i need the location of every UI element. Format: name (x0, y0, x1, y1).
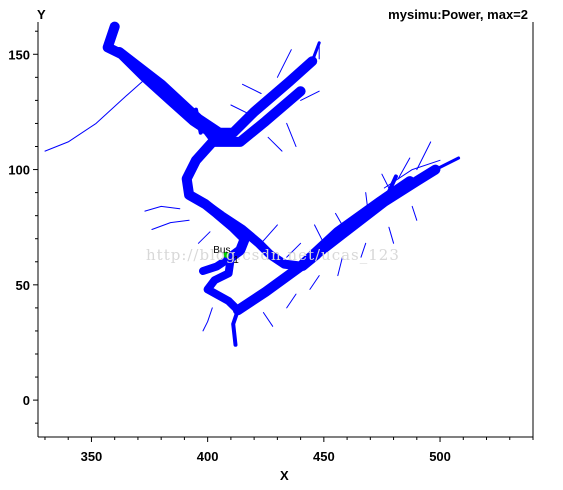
series-branch-23 (151, 219, 190, 230)
series-branch-30 (381, 173, 392, 194)
bus-label: Bus (213, 245, 230, 256)
watermark: http://blog.csdn.net/ucas_123 (146, 246, 400, 264)
series-branch-17 (276, 49, 292, 78)
series-branch-37 (388, 226, 395, 244)
series-branch-24 (197, 231, 211, 244)
series-branch-36 (360, 242, 367, 258)
series-branch-32 (416, 141, 432, 171)
series-branch-20 (286, 122, 297, 147)
series-branch-40 (202, 307, 213, 332)
series-branch-39 (262, 312, 274, 327)
bus-marker (223, 251, 230, 258)
series-branch-28 (335, 212, 346, 230)
series-branch-6 (203, 253, 242, 315)
series-branch-27 (314, 224, 325, 244)
series-branch-35 (337, 256, 343, 277)
series-branch-33 (286, 293, 297, 309)
series-branch-8 (231, 308, 240, 347)
series-branch-1 (114, 47, 318, 138)
series-branch-26 (286, 242, 302, 258)
series-branch-19 (230, 104, 250, 115)
series-branch-21 (267, 136, 283, 152)
series-branch-34 (309, 275, 320, 290)
y-tick-label: 100 (8, 163, 30, 178)
series-branch-22 (144, 205, 181, 212)
y-tick-label: 150 (8, 47, 30, 62)
x-axis-label: X (280, 468, 289, 483)
series-branch-16 (300, 90, 320, 101)
series-branch-5 (199, 253, 235, 275)
series-branch-2 (209, 86, 306, 147)
series-branch-18 (242, 83, 262, 94)
series-branch-7 (232, 164, 441, 316)
x-tick-label: 450 (313, 449, 335, 464)
bus-number-label: 1 (233, 255, 239, 266)
x-tick-label: 500 (429, 449, 451, 464)
x-tick-label: 400 (197, 449, 219, 464)
series-branch-11 (382, 174, 398, 204)
series-branch-38 (411, 205, 418, 221)
y-tick-label: 50 (16, 278, 30, 293)
chart-title: mysimu:Power, max=2 (388, 7, 528, 22)
series-branch-9 (194, 107, 203, 135)
x-tick-label: 350 (81, 449, 103, 464)
series-branch-10 (310, 41, 321, 63)
series-branch-31 (397, 157, 411, 180)
series-branch-25 (260, 224, 278, 244)
series-branch-12 (415, 156, 461, 183)
series-branch-13 (44, 76, 148, 152)
series-branch-29 (365, 192, 369, 212)
y-axis-label: Y (37, 7, 46, 22)
series-branch-14 (383, 159, 441, 189)
y-tick-label: 0 (23, 393, 30, 408)
